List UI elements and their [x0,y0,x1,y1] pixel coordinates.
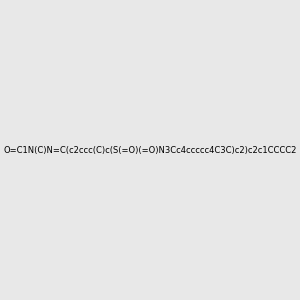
Text: O=C1N(C)N=C(c2ccc(C)c(S(=O)(=O)N3Cc4ccccc4C3C)c2)c2c1CCCC2: O=C1N(C)N=C(c2ccc(C)c(S(=O)(=O)N3Cc4cccc… [3,146,297,154]
